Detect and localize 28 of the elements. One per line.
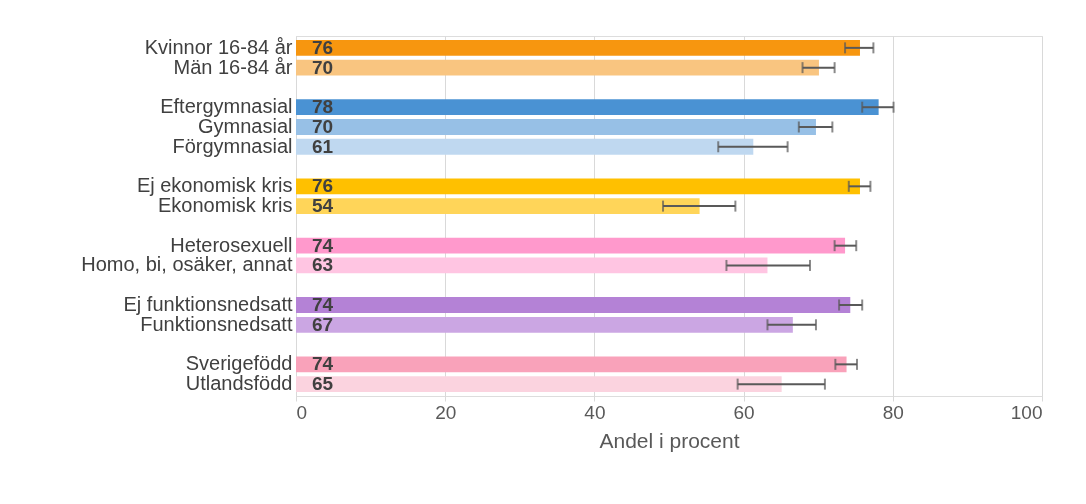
data-label: 74 <box>312 234 334 256</box>
data-label: 74 <box>312 294 334 316</box>
data-label: 54 <box>312 195 334 217</box>
x-tick-label: 60 <box>733 401 755 423</box>
y-tick-label: Kvinnor 16-84 år <box>144 35 293 58</box>
data-label: 74 <box>312 353 334 375</box>
x-tick-label: 100 <box>1010 401 1043 423</box>
data-label: 78 <box>312 96 334 118</box>
x-tick-label: 40 <box>584 401 606 423</box>
x-axis-title: Andel i procent <box>599 428 740 452</box>
y-tick-label: Ekonomisk kris <box>158 194 293 217</box>
x-tick-label: 20 <box>435 401 457 423</box>
data-label: 70 <box>312 56 334 78</box>
x-tick-label: 0 <box>296 401 308 423</box>
data-label: 70 <box>312 115 334 137</box>
data-label: 67 <box>312 313 334 335</box>
data-label: 61 <box>312 135 334 157</box>
data-label: 76 <box>312 175 334 197</box>
data-label: 63 <box>312 254 334 276</box>
y-tick-label: Sverigefödd <box>185 352 293 375</box>
y-tick-label: Heterosexuell <box>170 233 293 256</box>
y-tick-label: Ej ekonomisk kris <box>136 174 293 197</box>
x-tick-label: 80 <box>882 401 904 423</box>
y-tick-label: Eftergymnasial <box>160 95 293 118</box>
data-label: 76 <box>312 36 334 58</box>
y-tick-label: Homo, bi, osäker, annat <box>81 253 293 276</box>
data-label: 65 <box>312 373 334 395</box>
y-tick-label: Män 16-84 år <box>173 55 293 78</box>
